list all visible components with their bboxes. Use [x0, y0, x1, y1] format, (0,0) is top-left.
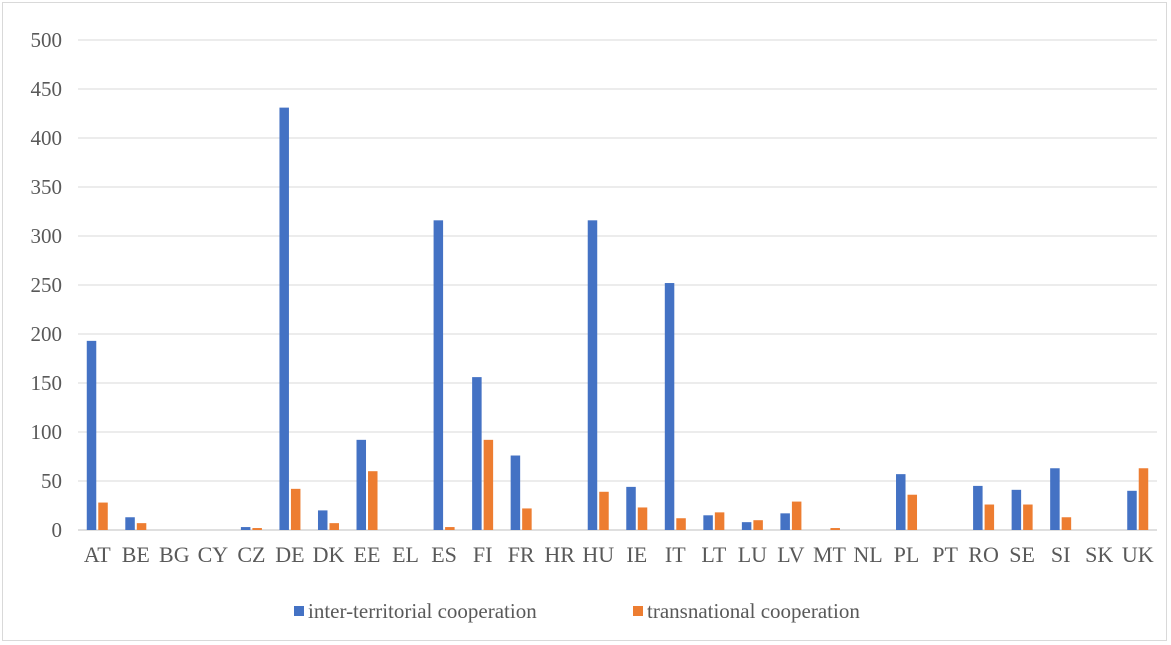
bar-inter-territorial-it: [664, 283, 675, 530]
y-tick-label: 100: [31, 420, 63, 444]
legend-swatch: [294, 606, 304, 616]
y-tick-label: 250: [31, 273, 63, 297]
bar-transnational-lu: [753, 520, 763, 530]
bar-inter-territorial-uk: [1127, 490, 1137, 530]
x-tick-label: IT: [665, 542, 686, 567]
bar-inter-territorial-lu: [741, 522, 752, 530]
x-tick-label: MT: [813, 542, 847, 567]
x-tick-label: IE: [626, 542, 647, 567]
bar-transnational-at: [98, 502, 108, 530]
x-tick-label: BE: [122, 542, 150, 567]
y-tick-label: 0: [52, 518, 63, 542]
bar-inter-territorial-dk: [317, 510, 328, 530]
bar-inter-territorial-lt: [703, 515, 713, 530]
x-tick-label: FI: [473, 542, 493, 567]
x-tick-label: RO: [968, 542, 999, 567]
bar-transnational-fr: [522, 508, 532, 530]
x-tick-label: LV: [777, 542, 804, 567]
x-tick-label: SE: [1009, 542, 1035, 567]
bar-transnational-ie: [637, 507, 648, 530]
bar-transnational-ro: [984, 504, 995, 530]
x-tick-label: ES: [431, 542, 457, 567]
bar-inter-territorial-be: [125, 517, 135, 530]
bar-inter-territorial-cz: [240, 527, 251, 530]
bar-transnational-pl: [907, 494, 918, 530]
y-axis-ticks: 0 50 100 150 200 250 300 350 400 450 500: [31, 28, 63, 542]
x-tick-label: PL: [894, 542, 920, 567]
bar-transnational-it: [676, 518, 686, 530]
y-tick-label: 350: [31, 175, 63, 199]
y-tick-label: 200: [31, 322, 63, 346]
bar-transnational-uk: [1138, 468, 1149, 530]
x-tick-label: DK: [313, 542, 345, 567]
bar-inter-territorial-fr: [510, 455, 521, 530]
bar-inter-territorial-pl: [896, 474, 906, 530]
bar-inter-territorial-ee: [356, 439, 367, 530]
x-tick-label: CY: [198, 542, 229, 567]
x-tick-label: SI: [1051, 542, 1071, 567]
gridlines: [78, 39, 1157, 531]
x-tick-label: HR: [544, 542, 575, 567]
x-tick-label: EL: [392, 542, 419, 567]
y-tick-label: 500: [31, 28, 63, 52]
bar-transnational-se: [1023, 504, 1033, 530]
x-tick-label: EE: [354, 542, 381, 567]
x-tick-label: LT: [701, 542, 726, 567]
bar-transnational-fi: [483, 439, 494, 530]
x-tick-label: UK: [1122, 542, 1154, 567]
bar-transnational-lt: [714, 512, 725, 530]
bar-inter-territorial-ro: [973, 485, 983, 530]
legend-swatch: [633, 606, 643, 616]
bar-inter-territorial-se: [1011, 489, 1022, 530]
bar-transnational-de: [290, 488, 301, 530]
y-tick-label: 450: [31, 77, 63, 101]
bar-inter-territorial-hu: [587, 220, 598, 530]
x-tick-label: AT: [84, 542, 111, 567]
x-tick-label: FR: [508, 542, 535, 567]
y-tick-label: 50: [41, 469, 62, 493]
x-tick-label: DE: [275, 542, 304, 567]
bar-transnational-lv: [791, 501, 802, 530]
bar-inter-territorial-es: [433, 220, 444, 530]
bar-inter-territorial-si: [1050, 468, 1060, 530]
x-axis-ticks: AT BE BG CY CZ DE DK EE EL ES FI FR HR HU IE IT LT LU LV MT…: [84, 542, 1154, 567]
bar-transnational-ee: [368, 471, 378, 530]
x-tick-label: SK: [1085, 542, 1113, 567]
bar-inter-territorial-lv: [780, 513, 790, 530]
x-tick-label: PT: [932, 542, 958, 567]
x-tick-label: HU: [582, 542, 614, 567]
bar-transnational-be: [136, 523, 147, 530]
bar-inter-territorial-fi: [472, 377, 482, 530]
x-tick-label: BG: [159, 542, 190, 567]
bar-transnational-si: [1061, 517, 1072, 530]
bars: [86, 107, 1149, 531]
bar-transnational-cz: [252, 528, 262, 530]
legend: inter-territorial cooperation transnation…: [294, 599, 860, 623]
bar-transnational-es: [445, 527, 455, 530]
x-tick-label: CZ: [237, 542, 265, 567]
bar-inter-territorial-ie: [626, 486, 636, 530]
y-tick-label: 150: [31, 371, 63, 395]
x-tick-label: LU: [738, 542, 767, 567]
legend-label: inter-territorial cooperation: [308, 599, 537, 623]
bar-inter-territorial-de: [279, 107, 289, 531]
bar-transnational-mt: [830, 528, 840, 530]
y-tick-label: 400: [31, 126, 63, 150]
legend-label: transnational cooperation: [647, 599, 860, 623]
bar-transnational-dk: [329, 523, 339, 530]
bar-transnational-hu: [599, 491, 609, 530]
bar-inter-territorial-at: [86, 340, 97, 530]
y-tick-label: 300: [31, 224, 63, 248]
x-tick-label: NL: [853, 542, 882, 567]
